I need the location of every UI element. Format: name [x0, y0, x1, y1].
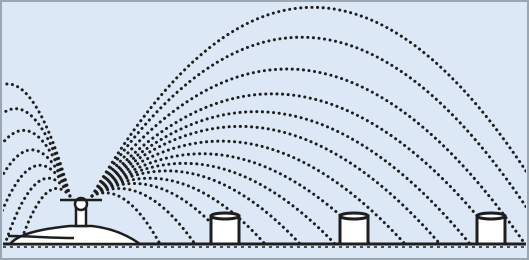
can-rim — [211, 213, 239, 219]
sprinkler-illustration — [0, 0, 529, 260]
page: (() => { const svg = document.getElement… — [0, 0, 529, 260]
can — [477, 213, 505, 244]
can-rim — [340, 213, 368, 219]
can — [211, 213, 239, 244]
can-rim — [477, 213, 505, 219]
can — [340, 213, 368, 244]
